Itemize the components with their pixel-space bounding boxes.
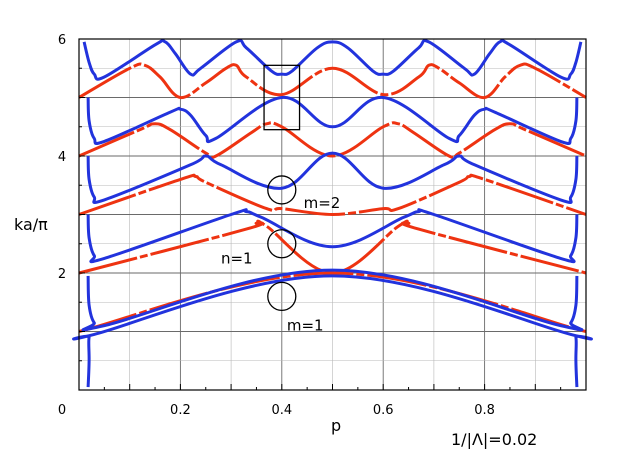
red-band-line-4: [78, 121, 587, 160]
red-bands-group: [78, 62, 587, 333]
x-axis-title: p: [331, 416, 341, 435]
y-axis-title: ka/π: [14, 215, 48, 234]
red-band-line-3: [78, 173, 587, 216]
annotation-label: m=1: [287, 317, 324, 335]
blue-bands-group: [72, 38, 593, 388]
annotations-group: m=2 n=1 m=1: [221, 64, 341, 335]
tick-marks-group: [79, 67, 562, 390]
y-tick-label: 2: [58, 267, 66, 282]
blue-band-line-4: [86, 151, 579, 204]
x-tick-label: 0: [58, 403, 66, 418]
x-tick-label: 0.2: [170, 403, 191, 418]
highlight-circle: [267, 281, 297, 312]
x-tick-label: 0.6: [373, 403, 394, 418]
annotation-label: n=1: [221, 249, 253, 267]
highlight-square: [263, 64, 301, 131]
blue-band-line-5: [86, 95, 579, 145]
red-band-line-2: [78, 219, 587, 275]
annotation-label: m=2: [304, 194, 341, 212]
y-tick-label: 4: [58, 150, 66, 165]
y-tick-label: 6: [58, 33, 66, 48]
red-band-line-5: [78, 62, 587, 100]
x-tick-label: 0.4: [271, 403, 292, 418]
parameter-label: 1/|Λ|=0.02: [451, 430, 537, 449]
highlight-circle: [267, 175, 297, 205]
x-tick-label: 0.8: [474, 403, 495, 418]
tick-labels-group: 0 0.2 0.4 0.6 0.8 2 4 6: [58, 33, 495, 418]
blue-band-line-2: [81, 268, 584, 332]
blue-band-line-6: [82, 38, 583, 81]
blue-band-line-3: [86, 208, 579, 264]
highlight-circle: [267, 229, 297, 259]
blue-band-line-1: [72, 274, 593, 388]
